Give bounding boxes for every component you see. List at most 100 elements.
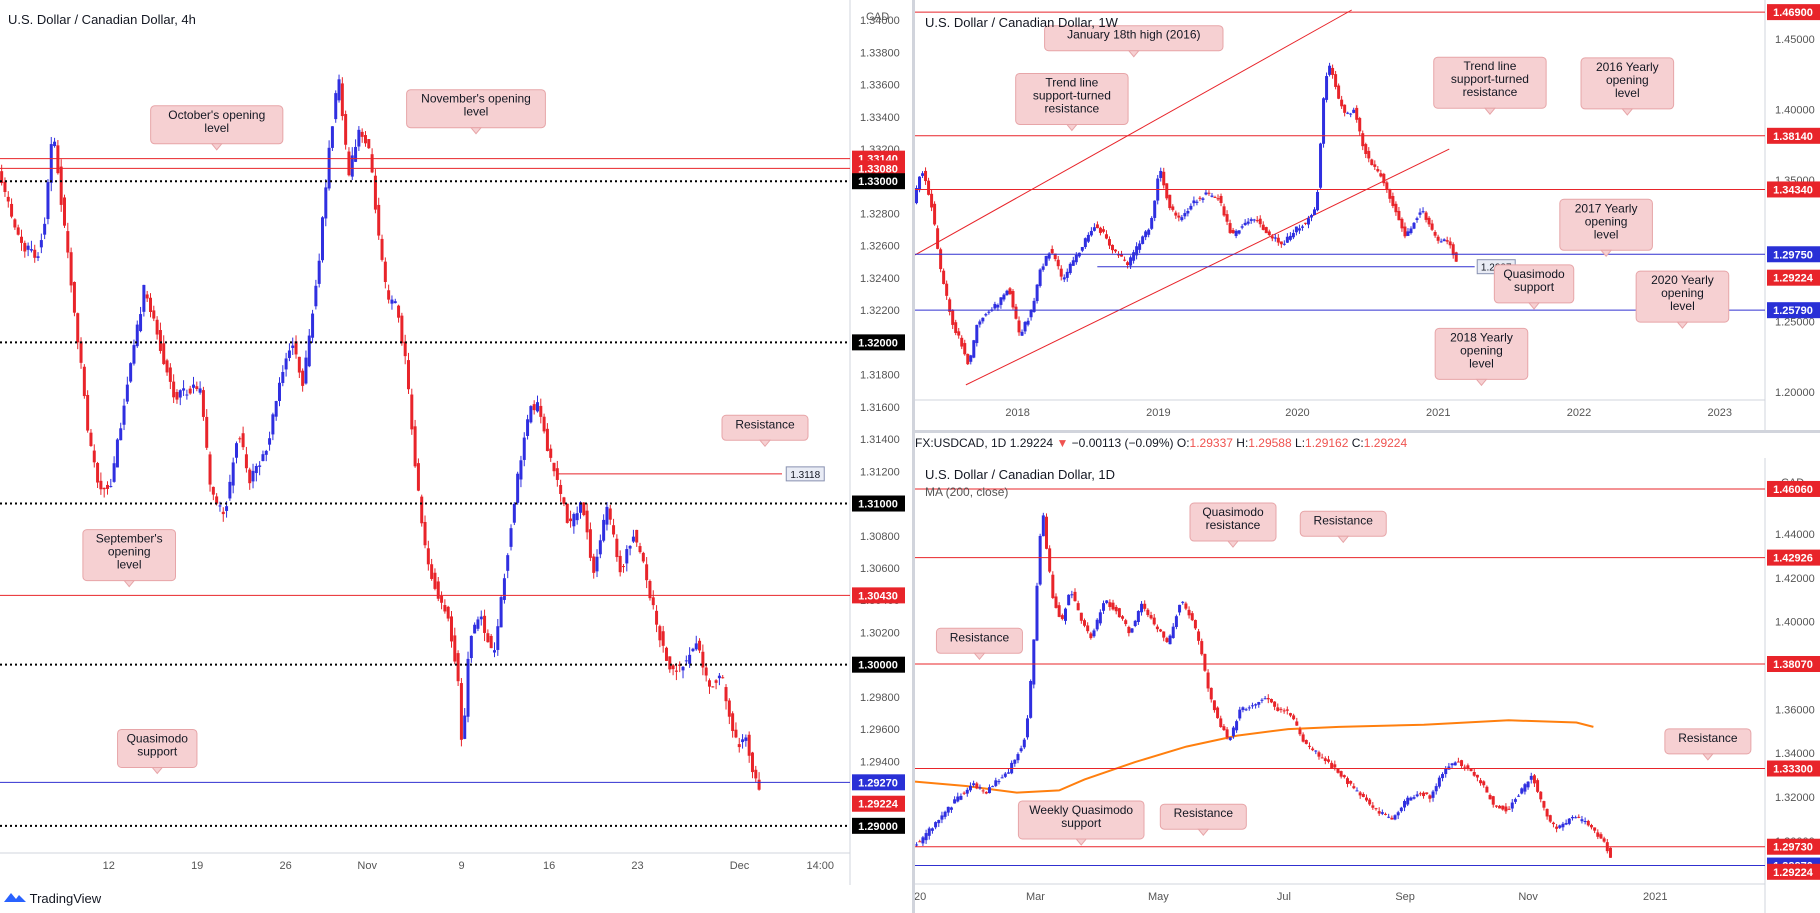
candle-body [1089, 633, 1093, 639]
candle-body [969, 355, 973, 362]
candle-body [1062, 277, 1066, 280]
annotation-text: 2018 Yearly [1450, 330, 1513, 344]
candle-body [1114, 249, 1118, 252]
candle-body [1385, 182, 1389, 190]
trend-line [915, 9, 1352, 256]
candle-body [549, 448, 553, 458]
candle-body [1258, 218, 1262, 225]
candle-body [261, 454, 265, 462]
annotation-pointer [1483, 107, 1497, 115]
candle-body [1057, 605, 1061, 617]
price-tag [1767, 549, 1820, 566]
candle-body [175, 392, 179, 400]
annotation-pointer [1701, 753, 1714, 761]
candle-body [1121, 616, 1125, 619]
candle-body [268, 438, 272, 445]
chart-1d[interactable]: CAD1.300001.320001.340001.360001.380001.… [915, 458, 1820, 913]
candle-body [188, 388, 192, 394]
candle-body [539, 405, 543, 417]
candle-body [1434, 786, 1438, 792]
annotation-pointer [123, 580, 136, 588]
candle-body [978, 787, 982, 789]
candle-body [1442, 239, 1446, 242]
x-tick-label: Nov [1518, 891, 1538, 903]
ohlc-open-label: O: [1176, 436, 1190, 450]
candle-body [1436, 236, 1440, 241]
candle-body [975, 324, 979, 344]
candle-body [1551, 822, 1555, 825]
candle-body [592, 556, 596, 573]
candle-body [1346, 112, 1350, 114]
chart-panel-1w[interactable]: CAD1.200001.250001.300001.350001.400001.… [915, 0, 1820, 430]
candle-body [400, 315, 404, 344]
candle-body [694, 643, 698, 650]
annotation-pointer [1527, 302, 1541, 310]
candle-body [1285, 709, 1289, 711]
candle-body [195, 386, 199, 389]
candle-body [578, 502, 582, 513]
ohlc-open: 1.29337 [1189, 436, 1233, 450]
candle-body [975, 783, 979, 789]
candle-body [1114, 606, 1118, 612]
candle-body [1325, 76, 1329, 100]
candle-body [29, 249, 33, 251]
candle-body [1526, 781, 1530, 788]
candle-body [1054, 596, 1058, 608]
candle-body [244, 454, 248, 469]
tradingview-logo[interactable]: TradingView [4, 890, 101, 907]
candle-body [1397, 210, 1401, 221]
candle-body [956, 796, 960, 802]
candle-body [109, 486, 113, 488]
chart-panel-4h[interactable]: CAD1.294001.296001.298001.302001.304001.… [0, 0, 912, 885]
candle-body [1373, 164, 1377, 167]
candle-body [1254, 704, 1258, 706]
candle-body [1023, 322, 1027, 332]
candle-body [1147, 229, 1151, 235]
candle-body [16, 227, 20, 235]
candle-body [59, 166, 63, 205]
x-tick-label: Jul [1277, 891, 1291, 903]
chart-1w[interactable]: CAD1.200001.250001.300001.350001.400001.… [915, 0, 1820, 430]
chart-title-1d: U.S. Dollar / Canadian Dollar, 1D [925, 467, 1116, 482]
candle-body [648, 581, 652, 599]
chart-4h[interactable]: CAD1.294001.296001.298001.302001.304001.… [0, 0, 912, 885]
chart-panel-1d[interactable]: FX:USDCAD, 1D 1.29224 ▼ −0.00113 (−0.09%… [915, 433, 1820, 913]
candle-body [1437, 777, 1441, 787]
candle-body [1391, 196, 1395, 206]
candle-body [354, 146, 358, 162]
candle-body [1025, 718, 1029, 738]
horizontal-divider[interactable] [915, 430, 1820, 433]
y-tick-label: 1.40000 [1775, 617, 1815, 629]
candle-body [1252, 219, 1256, 221]
candle-body [430, 564, 434, 579]
candle-body [993, 303, 997, 309]
candle-body [383, 261, 387, 283]
candle-body [1086, 625, 1090, 632]
candle-body [638, 546, 642, 553]
candle-body [1141, 236, 1145, 244]
annotation-pointer [1075, 838, 1088, 846]
annotation-pointer [1621, 108, 1634, 116]
candle-body [251, 470, 255, 482]
y-tick-label: 1.34000 [860, 15, 900, 27]
y-tick-label: 1.31600 [860, 402, 900, 414]
candle-body [645, 564, 649, 581]
candle-body [1174, 616, 1178, 627]
annotation-text: Quasimodo [1503, 267, 1565, 281]
candle-body [734, 729, 738, 738]
candle-body [1150, 217, 1154, 229]
candle-body [1204, 192, 1208, 195]
candle-body [506, 555, 510, 571]
annotation-text: level [1594, 227, 1619, 241]
candle-body [142, 284, 146, 312]
candle-body [1249, 219, 1253, 221]
candle-body [1409, 228, 1413, 234]
candle-body [701, 651, 705, 668]
candle-body [486, 633, 490, 643]
candle-body [1316, 191, 1320, 211]
candle-body [340, 83, 344, 117]
candle-body [132, 345, 136, 364]
vertical-divider[interactable] [912, 0, 915, 913]
x-tick-label: 16 [543, 860, 555, 872]
candle-body [6, 196, 10, 202]
